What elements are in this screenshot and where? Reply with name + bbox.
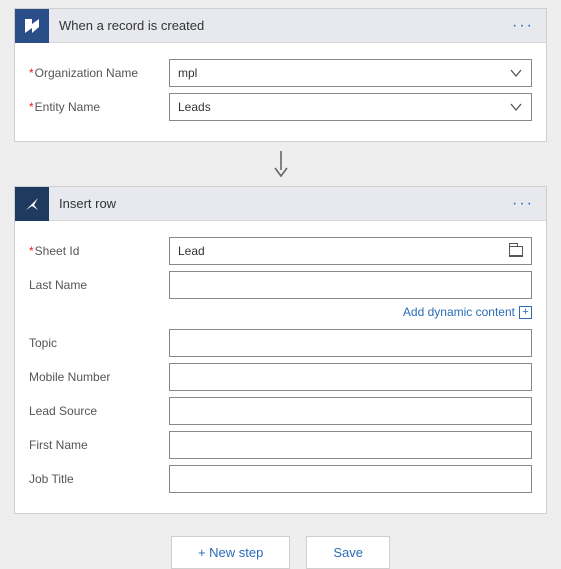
connector-arrow: [0, 150, 561, 178]
chevron-down-icon: [509, 66, 523, 80]
plus-icon: +: [519, 306, 532, 319]
mobile-label: Mobile Number: [29, 370, 169, 384]
org-value: mpl: [178, 66, 197, 80]
leadsource-row: Lead Source: [29, 397, 532, 425]
footer: + New step Save: [0, 536, 561, 569]
sheet-value: Lead: [178, 244, 205, 258]
org-label: Organization Name: [29, 66, 169, 80]
topic-label: Topic: [29, 336, 169, 350]
sheet-input[interactable]: Lead: [169, 237, 532, 265]
lastname-row: Last Name: [29, 271, 532, 299]
leadsource-label: Lead Source: [29, 404, 169, 418]
chevron-down-icon: [509, 100, 523, 114]
action-title: Insert row: [49, 196, 506, 211]
org-row: Organization Name mpl: [29, 59, 532, 87]
entity-row: Entity Name Leads: [29, 93, 532, 121]
dynamics-icon: [15, 9, 49, 43]
save-button[interactable]: Save: [306, 536, 390, 569]
add-dynamic-content[interactable]: Add dynamic content +: [29, 305, 532, 319]
jobtitle-label: Job Title: [29, 472, 169, 486]
sheet-label: Sheet Id: [29, 244, 169, 258]
action-body: Sheet Id Lead Last Name Add dynamic cont…: [15, 221, 546, 513]
topic-row: Topic: [29, 329, 532, 357]
dynamic-content-label: Add dynamic content: [403, 305, 515, 319]
org-select[interactable]: mpl: [169, 59, 532, 87]
firstname-row: First Name: [29, 431, 532, 459]
jobtitle-row: Job Title: [29, 465, 532, 493]
more-icon[interactable]: ···: [506, 17, 540, 35]
leadsource-input[interactable]: [169, 397, 532, 425]
action-header[interactable]: Insert row ···: [15, 187, 546, 221]
trigger-card: When a record is created ··· Organizatio…: [14, 8, 547, 142]
new-step-button[interactable]: + New step: [171, 536, 290, 569]
trigger-body: Organization Name mpl Entity Name Leads: [15, 43, 546, 141]
mobile-row: Mobile Number: [29, 363, 532, 391]
folder-icon[interactable]: [509, 246, 523, 257]
more-icon[interactable]: ···: [506, 195, 540, 213]
action-card: Insert row ··· Sheet Id Lead Last Name A…: [14, 186, 547, 514]
entity-select[interactable]: Leads: [169, 93, 532, 121]
jobtitle-input[interactable]: [169, 465, 532, 493]
entity-label: Entity Name: [29, 100, 169, 114]
trigger-title: When a record is created: [49, 18, 506, 33]
mobile-input[interactable]: [169, 363, 532, 391]
trigger-header[interactable]: When a record is created ···: [15, 9, 546, 43]
lastname-label: Last Name: [29, 278, 169, 292]
sheet-row: Sheet Id Lead: [29, 237, 532, 265]
entity-value: Leads: [178, 100, 211, 114]
smartsheet-icon: [15, 187, 49, 221]
firstname-input[interactable]: [169, 431, 532, 459]
topic-input[interactable]: [169, 329, 532, 357]
firstname-label: First Name: [29, 438, 169, 452]
lastname-input[interactable]: [169, 271, 532, 299]
